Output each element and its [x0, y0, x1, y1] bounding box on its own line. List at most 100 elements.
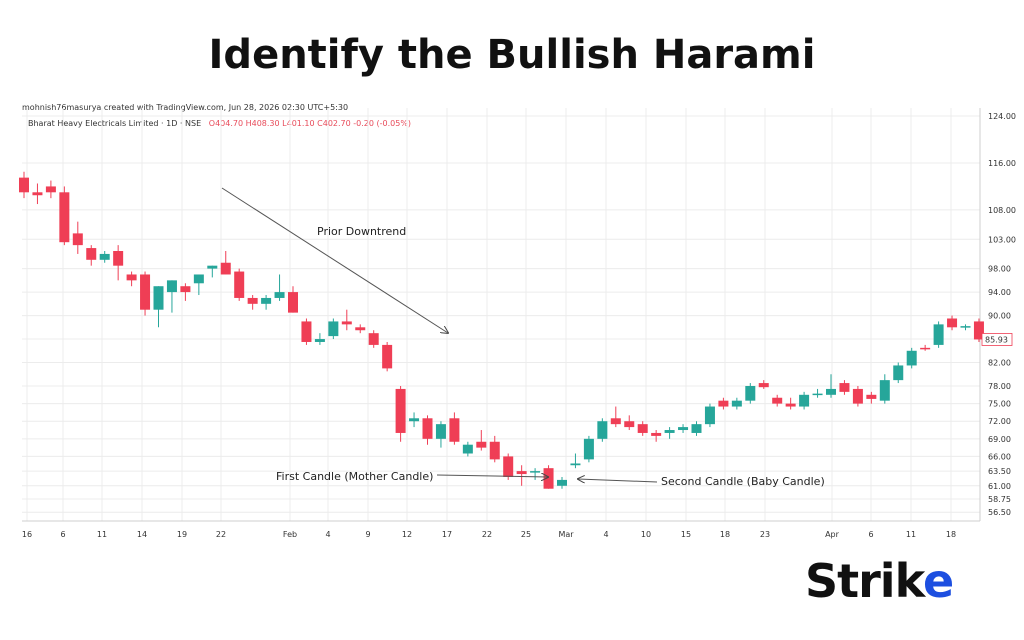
logo-k: k: [894, 554, 924, 608]
x-tick-label: 18: [720, 530, 730, 539]
bullish-candle: [274, 292, 285, 298]
y-tick-label: 103.00: [988, 235, 1016, 244]
x-tick-label: 15: [681, 530, 691, 539]
bearish-candle: [839, 383, 850, 392]
bullish-candle: [314, 339, 325, 342]
bearish-candle: [126, 274, 137, 281]
x-tick-label: 4: [325, 530, 330, 539]
bearish-candle: [288, 292, 298, 313]
y-tick-label: 82.00: [988, 359, 1011, 368]
bearish-candle: [32, 192, 43, 196]
x-tick-label: 10: [641, 530, 651, 539]
chart-legend: Bharat Heavy Electricals Limited · 1D · …: [28, 119, 411, 128]
bearish-candle: [19, 177, 29, 193]
bearish-candle: [785, 403, 796, 407]
bearish-candle: [772, 397, 783, 404]
x-tick-label: 23: [760, 530, 770, 539]
y-tick-label: 72.00: [988, 417, 1011, 426]
x-tick-label: 17: [442, 530, 452, 539]
bearish-candle: [220, 262, 231, 275]
downtrend-arrow: [221, 187, 448, 333]
y-tick-label: 66.00: [988, 452, 1011, 461]
x-tick-label: 4: [603, 530, 608, 539]
bullish-candle: [530, 471, 541, 473]
x-tick-label: Apr: [825, 530, 840, 539]
y-tick-label: 94.00: [988, 288, 1011, 297]
bearish-candle: [651, 432, 662, 436]
baby-candle-label: Second Candle (Baby Candle): [661, 475, 825, 488]
bearish-candle: [920, 347, 931, 350]
bearish-candle: [503, 456, 514, 477]
bearish-candle: [610, 418, 621, 425]
x-tick-label: 6: [868, 530, 873, 539]
bullish-candle: [557, 479, 567, 486]
bullish-candle: [745, 386, 756, 401]
bearish-candle: [973, 321, 984, 340]
bearish-candle: [86, 248, 97, 260]
bearish-candle: [247, 297, 258, 304]
x-tick-label: 25: [521, 530, 531, 539]
x-tick-label: 16: [22, 530, 32, 539]
bullish-candle: [583, 438, 594, 460]
logo-e-arrow: e: [922, 554, 954, 608]
y-tick-label: 90.00: [988, 312, 1011, 321]
y-tick-label: 124.00: [988, 112, 1016, 121]
x-tick-label: 11: [906, 530, 916, 539]
x-tick-label: 22: [216, 530, 226, 539]
bearish-candle: [852, 388, 863, 404]
bullish-candle: [261, 297, 272, 304]
symbol-label: Bharat Heavy Electricals Limited · 1D · …: [28, 119, 202, 128]
bullish-candle: [664, 430, 675, 433]
x-tick-label: 19: [177, 530, 187, 539]
bullish-candle: [731, 400, 742, 407]
bearish-candle: [355, 327, 366, 331]
bullish-candle: [826, 388, 836, 395]
bearish-candle: [113, 251, 124, 266]
y-tick-label: 58.75: [988, 495, 1011, 504]
y-tick-label: 108.00: [988, 206, 1016, 215]
bullish-candle: [906, 350, 917, 366]
bearish-candle: [637, 424, 648, 433]
bullish-candle: [193, 274, 204, 284]
bullish-candle: [691, 424, 702, 433]
bullish-candle: [933, 324, 944, 345]
bullish-candle: [893, 365, 904, 381]
bearish-candle: [866, 394, 877, 399]
bearish-candle: [947, 318, 958, 328]
strike-logo: Strike: [805, 558, 954, 604]
bearish-candle: [341, 321, 352, 325]
prior-downtrend-label: Prior Downtrend: [317, 225, 406, 238]
x-tick-label: 22: [482, 530, 492, 539]
bearish-candle: [624, 421, 635, 428]
bullish-candle: [462, 444, 473, 454]
bearish-candle: [422, 418, 433, 439]
bullish-candle: [409, 418, 420, 422]
bearish-candle: [382, 344, 393, 369]
x-tick-label: Mar: [558, 530, 574, 539]
last-price-box: [981, 333, 1013, 346]
bearish-candle: [476, 441, 487, 448]
ohlc-values: O404.70 H408.30 L401.10 C402.70 -0.20 (-…: [208, 119, 412, 128]
bearish-candle: [301, 321, 312, 342]
bearish-candle: [180, 286, 191, 293]
last-price-label: 85.93: [985, 335, 1008, 344]
chart-credit: mohnish76masurya created with TradingVie…: [22, 103, 349, 112]
bullish-candle: [597, 421, 608, 439]
x-tick-label: 11: [97, 530, 107, 539]
bearish-candle: [758, 383, 769, 388]
bullish-candle: [879, 380, 890, 401]
bearish-candle: [368, 333, 379, 345]
bearish-candle: [449, 418, 460, 442]
y-tick-label: 56.50: [988, 508, 1011, 517]
bearish-candle: [45, 186, 56, 193]
y-tick-label: 98.00: [988, 265, 1011, 274]
logo-text: Stri: [805, 554, 896, 608]
bearish-candle: [234, 271, 245, 298]
y-tick-label: 69.00: [988, 435, 1011, 444]
bearish-candle: [543, 468, 554, 489]
y-tick-label: 116.00: [988, 159, 1016, 168]
bullish-candle: [207, 265, 218, 269]
x-tick-label: Feb: [283, 530, 297, 539]
bullish-candle: [99, 253, 110, 260]
